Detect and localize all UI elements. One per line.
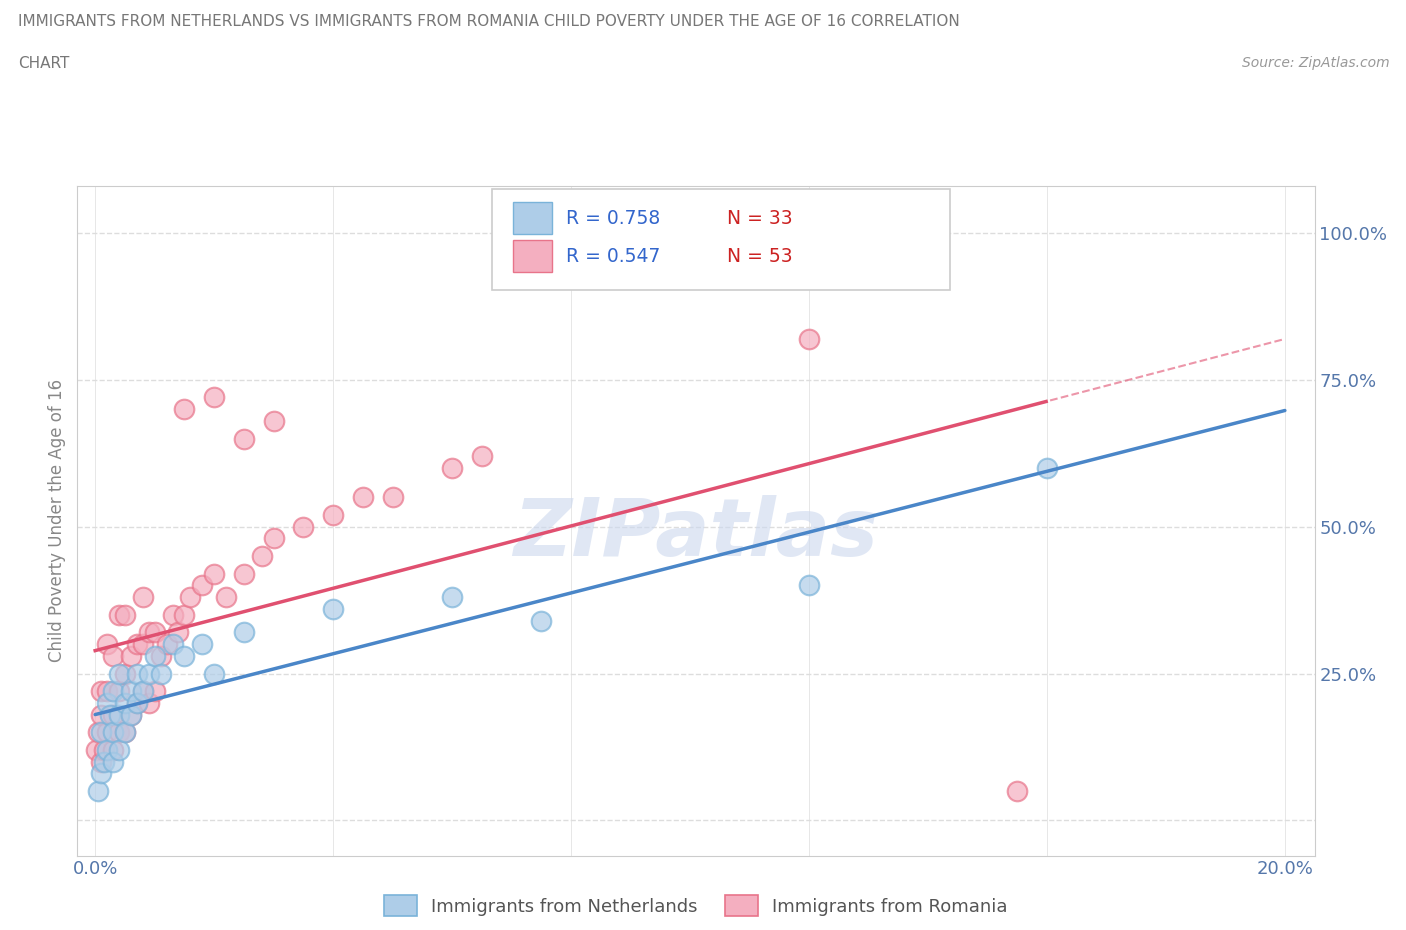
Text: R = 0.547: R = 0.547 [567,246,661,266]
Point [1005,784,1028,799]
Text: N = 33: N = 33 [727,208,793,228]
Point [202,390,225,405]
Point [114,666,136,681]
Text: IMMIGRANTS FROM NETHERLANDS VS IMMIGRANTS FROM ROMANIA CHILD POVERTY UNDER THE A: IMMIGRANTS FROM NETHERLANDS VS IMMIGRANT… [18,14,960,29]
Point [138,666,160,681]
Point [93,754,115,769]
Point [108,684,131,698]
Point [96,696,118,711]
Point [101,754,124,769]
Point [108,742,131,757]
Point [441,460,464,475]
Point [108,724,131,739]
Point [87,784,110,799]
Point [441,590,464,604]
Point [86,742,108,757]
Point [96,637,118,652]
Point [173,648,195,663]
Point [96,742,118,757]
Point [149,648,172,663]
Point [98,707,121,722]
Point [173,607,195,622]
Point [138,625,160,640]
Point [108,607,131,622]
Point [101,707,124,722]
Point [191,637,214,652]
Point [162,607,184,622]
Point [90,684,112,698]
Point [132,684,155,698]
Point [96,684,118,698]
Point [101,684,124,698]
Text: ZIPatlas: ZIPatlas [513,495,879,573]
Point [167,625,190,640]
Point [292,519,315,534]
Point [120,707,142,722]
Point [263,414,285,429]
Point [90,766,112,781]
Point [125,696,148,711]
Point [263,531,285,546]
Point [202,666,225,681]
Point [132,590,155,604]
Point [114,607,136,622]
Point [120,707,142,722]
Point [322,602,344,617]
Point [101,724,124,739]
Point [114,696,136,711]
Point [155,637,177,652]
Point [143,648,166,663]
Point [120,684,142,698]
Point [179,590,201,604]
FancyBboxPatch shape [492,190,949,290]
Point [215,590,238,604]
Point [250,549,273,564]
Point [132,637,155,652]
Point [108,707,131,722]
Point [1036,460,1059,475]
Point [108,666,131,681]
Point [797,331,820,346]
Text: N = 53: N = 53 [727,246,793,266]
Legend: Immigrants from Netherlands, Immigrants from Romania: Immigrants from Netherlands, Immigrants … [377,888,1015,923]
Point [322,508,344,523]
Point [191,578,214,592]
Point [90,754,112,769]
Point [90,707,112,722]
Point [125,666,148,681]
Point [90,724,112,739]
Point [132,684,155,698]
Point [101,648,124,663]
Point [143,684,166,698]
Point [101,742,124,757]
FancyBboxPatch shape [513,240,553,272]
Point [149,666,172,681]
Point [125,637,148,652]
Point [202,566,225,581]
Point [143,625,166,640]
Text: CHART: CHART [18,56,70,71]
Point [114,724,136,739]
Point [471,449,494,464]
Point [232,625,254,640]
Point [162,637,184,652]
Point [232,432,254,446]
FancyBboxPatch shape [513,202,553,234]
Point [120,648,142,663]
Point [96,724,118,739]
Text: R = 0.758: R = 0.758 [567,208,661,228]
Point [87,724,110,739]
Point [352,490,374,505]
Point [232,566,254,581]
Point [93,742,115,757]
Point [114,724,136,739]
Point [173,402,195,417]
Point [125,696,148,711]
Point [530,613,553,628]
Y-axis label: Child Poverty Under the Age of 16: Child Poverty Under the Age of 16 [48,379,66,662]
Point [138,696,160,711]
Text: Source: ZipAtlas.com: Source: ZipAtlas.com [1241,56,1389,70]
Point [797,578,820,592]
Point [381,490,404,505]
